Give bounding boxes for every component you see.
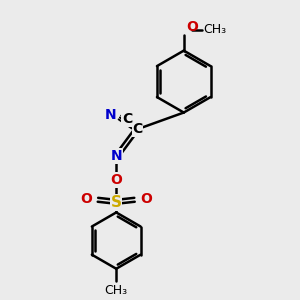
- Text: S: S: [111, 195, 122, 210]
- Text: C: C: [132, 122, 142, 136]
- Text: CH₃: CH₃: [203, 23, 226, 36]
- Text: O: O: [80, 192, 92, 206]
- Text: CH₃: CH₃: [105, 284, 128, 297]
- Text: O: O: [110, 173, 122, 187]
- Text: C: C: [122, 112, 132, 127]
- Text: N: N: [105, 108, 116, 122]
- Text: N: N: [110, 149, 122, 163]
- Text: O: O: [186, 20, 198, 34]
- Text: O: O: [141, 192, 153, 206]
